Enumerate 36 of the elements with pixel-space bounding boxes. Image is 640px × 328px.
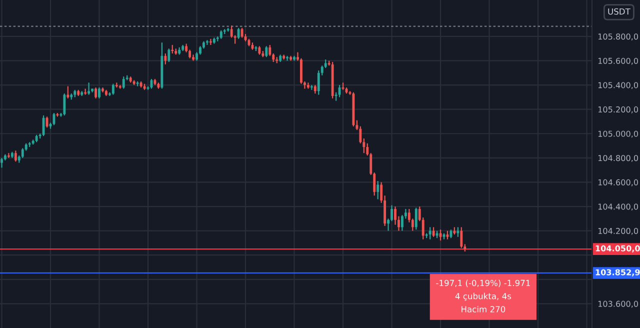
candlestick — [460, 226, 463, 248]
candlestick — [428, 226, 432, 240]
y-tick-label: 104.800,0 — [598, 155, 638, 162]
candlestick — [21, 148, 24, 158]
candlestick — [168, 48, 170, 63]
candlestick — [164, 52, 167, 65]
candlestick — [268, 44, 272, 56]
candlestick — [94, 86, 97, 99]
y-tick-label: 105.600,0 — [598, 58, 638, 65]
candlestick — [414, 207, 418, 230]
candlestick — [0, 157, 3, 168]
candlestick — [98, 86, 100, 99]
candlestick — [88, 82, 90, 96]
candlestick — [14, 150, 17, 162]
y-tick-label: 105.200,0 — [598, 106, 638, 114]
y-tick-label: 104.400,0 — [598, 204, 638, 211]
candlestick — [237, 27, 240, 40]
annotation: 4 çubukta, 4s — [455, 292, 512, 301]
y-tick-label: 103.600,0 — [598, 300, 638, 308]
candlestick — [112, 83, 114, 96]
y-tick-label: 105.800,0 — [598, 34, 638, 40]
candlestick — [432, 226, 435, 238]
candlestick — [265, 46, 268, 58]
candlestick — [122, 76, 125, 90]
y-tick-label: 105.000,0 — [598, 130, 638, 138]
candlestick — [376, 180, 380, 200]
annotation: Hacim 270 — [462, 306, 506, 312]
candlestick — [317, 70, 320, 96]
annotation: -197,1 (-0,19%) -1.971 — [436, 280, 530, 288]
ref-line-label: 103.852,9 — [596, 269, 640, 276]
candlestick — [63, 92, 66, 116]
text: USDT — [608, 8, 630, 15]
y-tick-label: 104.600,0 — [598, 179, 638, 186]
y-tick-label: 105.400,0 — [598, 82, 638, 90]
y-tick-label: 104.200,0 — [598, 228, 638, 235]
ref-line-label: 104.050,0 — [596, 245, 640, 252]
